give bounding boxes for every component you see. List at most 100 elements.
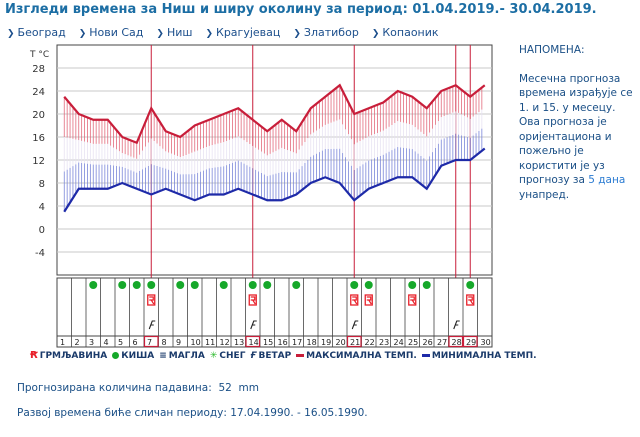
nav-item-2[interactable]: ❯ Ниш bbox=[156, 26, 192, 39]
thunder-icon-glyph bbox=[468, 296, 474, 305]
note-text-part-2: унапред. bbox=[519, 188, 570, 201]
snow-icon: ✳ bbox=[209, 350, 218, 361]
five-day-forecast-link[interactable]: 5 дана bbox=[588, 174, 626, 186]
day-number: 19 bbox=[321, 338, 331, 347]
thunder-icon bbox=[408, 294, 417, 306]
legend-fog: ≡ МАГЛА bbox=[159, 351, 205, 361]
rain-icon bbox=[132, 281, 141, 289]
y-tick-label: -4 bbox=[35, 248, 45, 259]
legend-snow-label: СНЕГ bbox=[219, 350, 246, 361]
thunder-icon-glyph bbox=[149, 296, 155, 305]
day-number: 3 bbox=[89, 338, 94, 347]
note-panel: НАПОМЕНА: Месечна прогноза времена израђ… bbox=[519, 43, 637, 202]
highlight-day-box bbox=[346, 335, 362, 348]
day-number: 15 bbox=[263, 338, 273, 347]
similar-period: Развој времена биће сличан периоду: 17.0… bbox=[17, 407, 368, 419]
nav-item-0[interactable]: ❯ Београд bbox=[7, 26, 66, 39]
day-number: 14 bbox=[249, 338, 259, 347]
legend-min: МИНИМАЛНА ТЕМП. bbox=[421, 351, 537, 361]
highlight-day-box bbox=[245, 335, 261, 348]
y-tick-label: 4 bbox=[39, 202, 45, 213]
day-number: 23 bbox=[379, 338, 389, 347]
arrow-right-icon: ❯ bbox=[371, 29, 380, 39]
day-number: 1 bbox=[60, 338, 65, 347]
y-tick-label: 16 bbox=[32, 133, 45, 144]
precipitation-forecast: Прогнозирана количина падавина: 52 mm bbox=[17, 382, 259, 394]
day-number: 6 bbox=[133, 338, 138, 347]
legend-fog-label: МАГЛА bbox=[168, 350, 205, 361]
day-number: 10 bbox=[191, 338, 201, 347]
day-number: 2 bbox=[75, 338, 80, 347]
day-number: 24 bbox=[394, 338, 404, 347]
nav-item-label: Београд bbox=[17, 26, 66, 39]
legend-snow: ✳ СНЕГ bbox=[210, 351, 246, 361]
y-tick-label: 20 bbox=[32, 110, 45, 121]
city-nav: ❯ Београд ❯ Нови Сад ❯ Ниш ❯ Крагујевац ❯ Златибо… bbox=[7, 26, 452, 39]
thunder-icon bbox=[350, 294, 359, 306]
wind-icon: Ғ bbox=[250, 350, 257, 361]
rain-icon bbox=[292, 281, 301, 289]
rain-icon bbox=[176, 281, 185, 289]
day-number: 18 bbox=[307, 338, 317, 347]
nav-item-3[interactable]: ❯ Крагујевац bbox=[205, 26, 280, 39]
precip-unit: mm bbox=[238, 382, 259, 394]
nav-item-4[interactable]: ❯ Златибор bbox=[293, 26, 358, 39]
rain-icon bbox=[408, 281, 417, 289]
day-number: 25 bbox=[408, 338, 418, 347]
day-number: 11 bbox=[205, 338, 215, 347]
thunder-icon bbox=[466, 294, 475, 306]
day-number: 27 bbox=[437, 338, 447, 347]
legend-rain-label: КИША bbox=[121, 350, 155, 361]
nav-item-1[interactable]: ❯ Нови Сад bbox=[79, 26, 144, 39]
page-title: Изгледи времена за Ниш и ширу околину за… bbox=[5, 2, 597, 17]
arrow-right-icon: ❯ bbox=[205, 29, 214, 39]
highlight-day-box bbox=[448, 335, 464, 348]
thunder-icon-glyph bbox=[366, 296, 372, 305]
y-axis-title: T °C bbox=[29, 50, 49, 60]
precip-label: Прогнозирана количина падавина: bbox=[17, 382, 212, 394]
rain-icon bbox=[118, 281, 127, 289]
arrow-right-icon: ❯ bbox=[7, 29, 15, 39]
thunder-icon bbox=[248, 294, 257, 306]
legend-max: МАКСИМАЛНА ТЕМП. bbox=[296, 351, 417, 361]
temperature-band bbox=[63, 85, 483, 212]
nav-item-5[interactable]: ❯ Копаоник bbox=[372, 26, 439, 39]
day-number: 29 bbox=[466, 338, 476, 347]
legend-thunder: Ꞧ ГРМЉАВИНА bbox=[30, 350, 107, 361]
nav-item-label: Златибор bbox=[303, 26, 359, 39]
y-tick-label: 28 bbox=[32, 64, 45, 75]
thunder-icon-glyph bbox=[352, 296, 358, 305]
thunder-icon bbox=[147, 294, 156, 306]
day-number: 28 bbox=[452, 338, 462, 347]
thunder-icon-box bbox=[248, 294, 257, 306]
day-number: 8 bbox=[162, 338, 167, 347]
min-line-icon bbox=[421, 354, 430, 357]
day-number: 7 bbox=[147, 338, 152, 347]
rain-icon bbox=[422, 281, 431, 289]
wind-icon bbox=[148, 320, 156, 330]
day-number: 30 bbox=[481, 338, 491, 347]
rain-icon bbox=[350, 281, 359, 289]
rain-icon bbox=[147, 281, 156, 289]
nav-item-label: Нови Сад bbox=[89, 26, 144, 39]
day-number: 21 bbox=[350, 338, 360, 347]
thunder-icon-box bbox=[147, 294, 156, 306]
y-tick-label: 24 bbox=[32, 87, 45, 98]
rain-icon bbox=[248, 281, 257, 289]
thunder-icon-box bbox=[408, 294, 417, 306]
note-text: Месечна прогноза времена израђује се 1. … bbox=[519, 72, 637, 203]
min-temp-line bbox=[63, 147, 486, 213]
y-tick-label: 0 bbox=[39, 225, 45, 236]
highlight-day-box bbox=[462, 335, 478, 348]
highlight-day-box bbox=[143, 335, 159, 348]
rain-icon bbox=[466, 281, 475, 289]
thunder-icon-box bbox=[350, 294, 359, 306]
day-number: 26 bbox=[423, 338, 433, 347]
max-temp-line bbox=[63, 83, 486, 145]
max-line-icon bbox=[296, 354, 305, 357]
day-number: 20 bbox=[336, 338, 346, 347]
rain-icon bbox=[190, 281, 199, 289]
arrow-right-icon: ❯ bbox=[293, 29, 301, 39]
note-title: НАПОМЕНА: bbox=[519, 44, 585, 56]
